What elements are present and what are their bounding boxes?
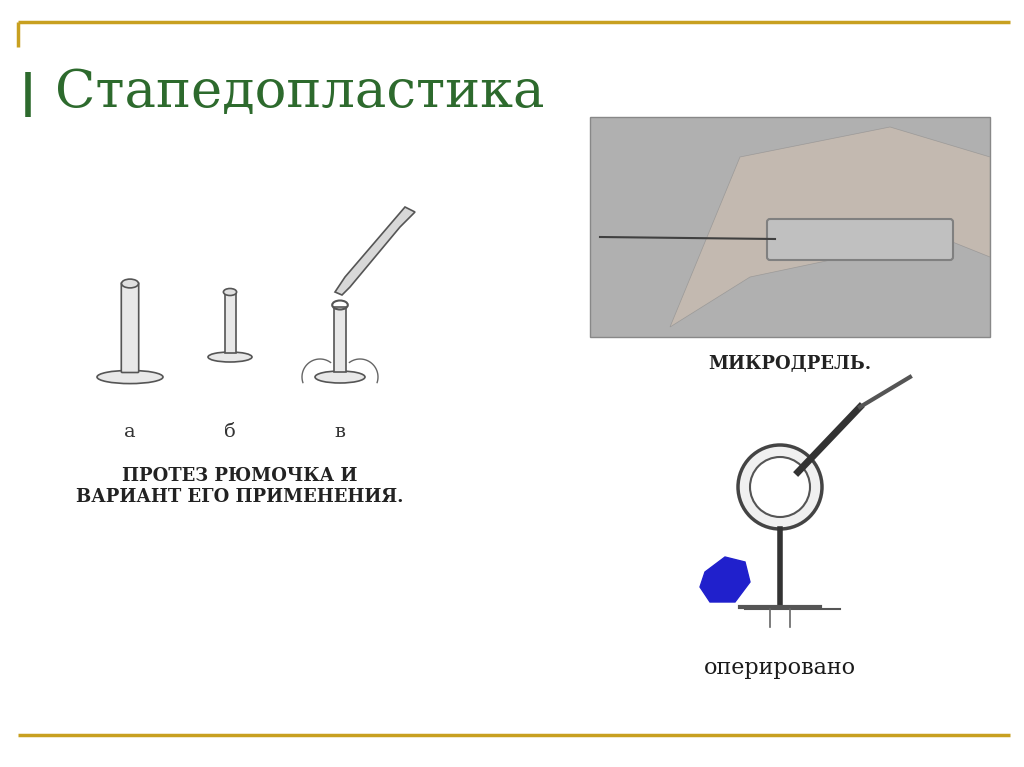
Circle shape xyxy=(750,457,810,517)
Text: МИКРОДРЕЛЬ.: МИКРОДРЕЛЬ. xyxy=(709,355,871,373)
Polygon shape xyxy=(670,127,990,327)
Circle shape xyxy=(738,445,822,529)
Polygon shape xyxy=(224,292,236,353)
Text: в: в xyxy=(335,423,345,441)
Ellipse shape xyxy=(208,352,252,362)
Text: оперировано: оперировано xyxy=(703,657,856,679)
FancyBboxPatch shape xyxy=(121,282,138,373)
Polygon shape xyxy=(334,307,346,372)
Polygon shape xyxy=(700,557,750,602)
Ellipse shape xyxy=(223,288,237,295)
Text: б: б xyxy=(224,423,236,441)
Ellipse shape xyxy=(97,370,163,384)
Text: ПРОТЕЗ РЮМОЧКА И
ВАРИАНТ ЕГО ПРИМЕНЕНИЯ.: ПРОТЕЗ РЮМОЧКА И ВАРИАНТ ЕГО ПРИМЕНЕНИЯ. xyxy=(76,467,403,505)
Polygon shape xyxy=(335,207,415,295)
Text: Стапедопластика: Стапедопластика xyxy=(55,67,545,117)
FancyBboxPatch shape xyxy=(767,219,953,260)
Ellipse shape xyxy=(122,279,138,288)
Ellipse shape xyxy=(315,371,365,383)
FancyBboxPatch shape xyxy=(590,117,990,337)
Text: а: а xyxy=(124,423,136,441)
